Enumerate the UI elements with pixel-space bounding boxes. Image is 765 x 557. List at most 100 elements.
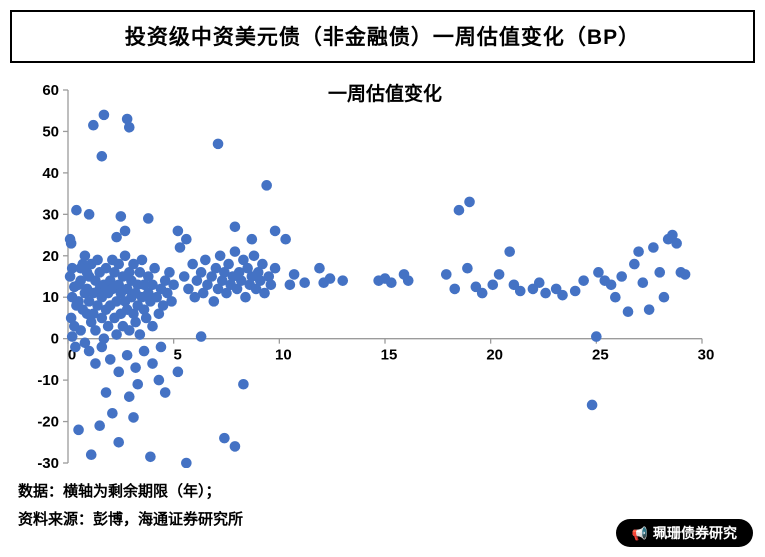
y-axis-label: -30 (37, 455, 59, 468)
scatter-point (92, 254, 103, 266)
scatter-point (153, 308, 165, 320)
scatter-point (111, 296, 122, 307)
axes-layer: -30 -20 -10 0 10 20 30 40 50 60 0 5 10 15 20 25 30 (37, 82, 714, 472)
scatter-point (231, 283, 243, 295)
scatter-point (102, 320, 114, 332)
scatter-point (98, 333, 110, 344)
x-axis-label: 10 (275, 347, 292, 364)
scatter-point (100, 262, 112, 274)
y-axis-label: 40 (42, 165, 59, 182)
scatter-point (195, 331, 207, 342)
scatter-point (147, 358, 158, 369)
scatter-point (195, 267, 207, 278)
scatter-point (191, 275, 203, 286)
scatter-point (164, 267, 175, 278)
scatter-point (90, 275, 101, 286)
scatter-point (94, 420, 105, 432)
scatter-point (252, 267, 264, 278)
scatter-point (134, 267, 146, 278)
scatter-point (121, 283, 133, 295)
y-axis-label: 30 (42, 206, 59, 223)
scatter-point (269, 262, 281, 274)
scatter-point (314, 262, 325, 274)
scatter-point (66, 262, 78, 274)
scatter-point (487, 279, 499, 291)
scatter-point (115, 211, 127, 222)
scatter-point (138, 345, 150, 357)
scatter-point (493, 269, 505, 280)
scatter-point (83, 209, 95, 220)
scatter-point (145, 451, 156, 463)
y-axis-label: 20 (42, 248, 59, 265)
scatter-point (586, 399, 598, 411)
x-axis-label: 5 (173, 347, 181, 364)
scatter-point (533, 277, 545, 289)
scatter-point (214, 250, 226, 262)
scatter-point (123, 122, 135, 133)
y-axis-label: 60 (42, 82, 59, 99)
scatter-point (671, 238, 682, 249)
scatter-point (219, 432, 230, 444)
scatter-point (212, 138, 224, 150)
scatter-point (616, 271, 627, 282)
scatter-point (100, 387, 112, 398)
scatter-point (83, 296, 95, 307)
scatter-point (221, 287, 232, 299)
y-axis-label: -20 (37, 414, 59, 431)
scatter-point (113, 436, 125, 448)
scatter-point (449, 283, 461, 295)
scatter-point (202, 279, 213, 291)
scatter-point (440, 269, 452, 280)
scatter-point (75, 262, 86, 274)
scatter-point (223, 258, 234, 270)
scatter-point (265, 279, 277, 291)
scatter-point (119, 250, 131, 262)
scatter-point (119, 225, 131, 237)
page-title: 投资级中资美元债（非金融债）一周估值变化（BP） (10, 10, 755, 63)
scatter-point (73, 296, 84, 307)
scatter-point (88, 308, 99, 320)
scatter-point (540, 287, 551, 299)
scatter-point (70, 341, 81, 353)
scatter-point (128, 308, 139, 320)
scatter-point (172, 225, 184, 237)
scatter-point (284, 279, 296, 291)
scatter-point (605, 279, 617, 291)
scatter-point (65, 238, 77, 249)
scatter-point (629, 258, 640, 270)
scatter-point (187, 258, 198, 270)
scatter-point (261, 180, 272, 191)
scatter-point (658, 291, 670, 303)
points-layer (64, 109, 691, 469)
scatter-point (143, 271, 154, 282)
scatter-point (242, 262, 253, 274)
scatter-point (88, 119, 99, 131)
scatter-point (299, 277, 310, 289)
scatter-point (229, 441, 241, 452)
scatter-point (200, 254, 211, 266)
scatter-point (679, 269, 691, 280)
scatter-point (402, 275, 414, 286)
scatter-point (557, 289, 568, 301)
x-axis-label: 20 (486, 347, 503, 364)
scatter-point (159, 387, 171, 398)
scatter-point (77, 304, 89, 315)
scatter-point (246, 233, 258, 245)
scatter-point (610, 291, 621, 303)
scatter-point (593, 267, 604, 278)
scatter-point (92, 300, 103, 311)
scatter-point (123, 325, 135, 336)
scatter-point (238, 254, 249, 266)
x-axis-label: 15 (381, 347, 398, 364)
scatter-point (157, 300, 169, 311)
source-notes: 数据：横轴为剩余期限（年）； 资料来源：彭博，海通证券研究所 (18, 478, 243, 534)
scatter-point (96, 151, 108, 162)
scatter-point (159, 275, 171, 286)
x-axis-label: 25 (592, 347, 609, 364)
scatter-point (174, 242, 186, 253)
scatter-point (210, 262, 222, 274)
scatter-plot: 一周估值变化 -30 -20 -10 0 10 20 30 40 50 60 0 5 10 15 20 25 3… (37, 82, 714, 472)
data-note: 数据：横轴为剩余期限（年）； (18, 483, 221, 500)
scatter-point (96, 341, 108, 353)
y-axis-label: -10 (37, 372, 59, 389)
